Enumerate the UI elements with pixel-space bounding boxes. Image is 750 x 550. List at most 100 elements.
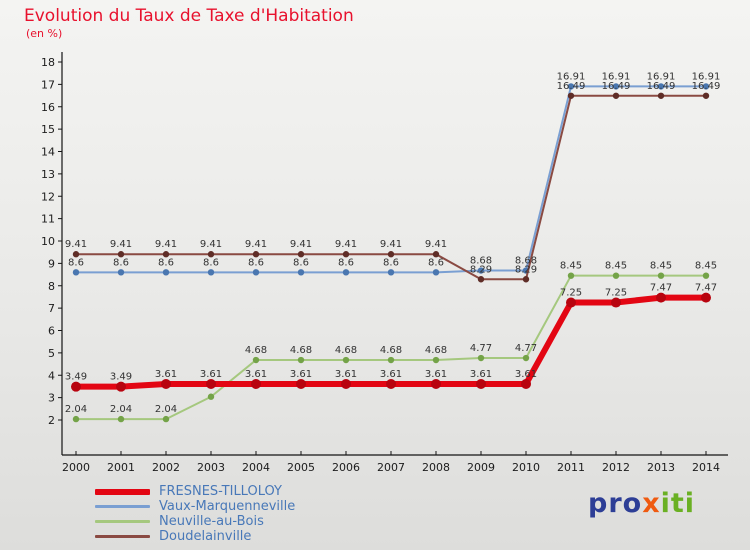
data-point-label: 7.25 [605,288,627,299]
y-tick-label: 12 [41,190,55,203]
legend-item-neuville-au-bois: Neuville-au-Bois [95,514,295,529]
data-point-label: 9.41 [65,239,87,250]
data-point [207,269,215,276]
data-point-label: 3.61 [155,369,177,380]
data-point-label: 8.68 [470,256,492,267]
data-point [477,267,485,274]
data-point [522,276,530,283]
data-point-label: 2.04 [65,404,87,415]
data-point-label: 4.68 [380,345,402,356]
data-point-label: 16.49 [647,81,676,92]
data-point [207,393,215,400]
y-tick-label: 5 [48,347,55,360]
data-point-label: 3.49 [65,372,87,383]
y-tick-label: 14 [41,146,55,159]
data-point-label: 8.6 [248,257,264,268]
data-point-label: 8.6 [158,257,174,268]
legend-swatch-neuville-au-bois [95,520,150,523]
x-tick-label: 2010 [512,461,540,474]
legend-item-doudelainville: Doudelainville [95,529,295,544]
data-point [612,272,620,279]
x-tick-label: 2001 [107,461,135,474]
data-point [117,251,125,258]
x-tick-label: 2002 [152,461,180,474]
y-tick-label: 17 [41,78,55,91]
data-point [72,269,80,276]
y-tick-label: 4 [48,369,55,382]
data-point [342,356,350,364]
data-point-label: 8.6 [68,257,84,268]
data-point [72,251,80,258]
data-point [567,83,575,90]
chart-subtitle: (en %) [26,27,63,40]
x-tick-label: 2012 [602,461,630,474]
legend-label-neuville-au-bois: Neuville-au-Bois [159,514,264,529]
y-tick-label: 8 [48,280,55,293]
data-point [387,356,395,364]
data-point [702,92,710,99]
data-point-label: 9.41 [245,239,267,250]
data-point-label: 7.47 [650,283,672,294]
data-point [162,415,170,423]
y-tick-label: 18 [41,56,55,69]
legend-label-fresnes-tilloloy: FRESNES-TILLOLOY [159,484,282,499]
x-tick-label: 2006 [332,461,360,474]
data-point-label: 9.41 [425,239,447,250]
data-point-label: 3.61 [245,369,267,380]
legend-swatch-vaux-marquenneville [95,505,150,508]
data-point [567,92,575,99]
x-tick-label: 2003 [197,461,225,474]
data-point-label: 3.49 [110,372,132,383]
logo-text-pro: pro [588,488,643,519]
data-point [207,251,215,258]
data-point-label: 3.61 [290,369,312,380]
logo-text-x: x [642,488,661,519]
x-tick-label: 2013 [647,461,675,474]
y-tick-label: 2 [48,414,55,427]
chart-title: Evolution du Taux de Taxe d'Habitation [24,6,354,26]
data-point-label: 4.68 [245,345,267,356]
legend-item-fresnes-tilloloy: FRESNES-TILLOLOY [95,484,295,499]
data-point [612,83,620,90]
legend: FRESNES-TILLOLOY Vaux-Marquenneville Neu… [95,484,295,544]
data-point [522,354,530,362]
data-point [657,83,665,90]
proxiti-logo: proxiti [588,488,695,519]
data-point-label: 7.25 [560,288,582,299]
y-tick-label: 3 [48,392,55,405]
data-point [162,269,170,276]
data-point [701,292,711,303]
data-point-label: 9.41 [380,239,402,250]
data-point [432,356,440,364]
data-point-label: 16.91 [647,71,676,82]
data-point [162,251,170,258]
data-point-label: 8.6 [113,257,129,268]
data-point-label: 3.61 [335,369,357,380]
x-tick-label: 2005 [287,461,315,474]
y-tick-label: 6 [48,325,55,338]
data-point-label: 8.45 [650,261,672,272]
data-point-label: 9.41 [335,239,357,250]
data-point-label: 8.45 [695,261,717,272]
data-point-label: 16.49 [602,81,631,92]
data-point-label: 8.6 [293,257,309,268]
data-point [386,378,396,389]
data-point [702,83,710,90]
data-point-label: 3.61 [380,369,402,380]
data-point [567,272,575,279]
data-point [431,378,441,389]
data-point-label: 4.68 [290,345,312,356]
data-point [342,251,350,258]
legend-label-doudelainville: Doudelainville [159,529,252,544]
logo-text-iti: iti [660,488,696,519]
data-point [71,381,81,392]
x-tick-label: 2014 [692,461,720,474]
data-point [297,356,305,364]
data-point-label: 8.45 [605,261,627,272]
data-point-label: 16.91 [692,71,721,82]
y-tick-label: 10 [41,235,55,248]
data-point [251,378,261,389]
data-point-label: 8.6 [203,257,219,268]
